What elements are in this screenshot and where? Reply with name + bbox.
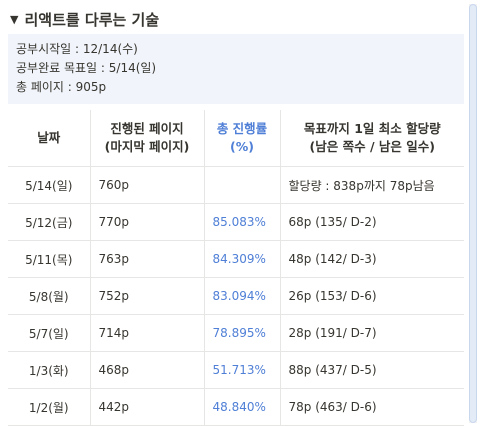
progress-cell[interactable]: [204, 166, 281, 204]
date-cell[interactable]: 5/12(금): [8, 203, 91, 241]
progress-cell[interactable]: 48.840%: [204, 388, 281, 426]
table-header-row: 날짜 진행된 페이지 (마지막 페이지) 총 진행률 (%) 목표까지 1일 최…: [8, 110, 464, 167]
progress-cell[interactable]: 85.083%: [204, 203, 281, 241]
table-row[interactable]: 1/2(월) 442p 48.840% 78p (463/ D-6): [8, 388, 464, 426]
toggle-title: 리액트를 다루는 기술: [24, 10, 160, 29]
toggle-triangle-icon[interactable]: ▼: [10, 12, 19, 26]
quota-cell[interactable]: 68p (135/ D-2): [280, 203, 464, 241]
pages-cell[interactable]: 752p: [90, 277, 205, 315]
table-row[interactable]: 5/11(목) 763p 84.309% 48p (142/ D-3): [8, 240, 464, 278]
date-cell[interactable]: 1/3(화): [8, 351, 91, 389]
pages-cell[interactable]: 442p: [90, 388, 205, 426]
start-date-line: 공부시작일 : 12/14(수): [16, 42, 138, 56]
info-callout: 공부시작일 : 12/14(수) 공부완료 목표일 : 5/14(일) 총 페이…: [8, 34, 464, 104]
date-cell[interactable]: 5/8(월): [8, 277, 91, 315]
progress-cell[interactable]: 83.094%: [204, 277, 281, 315]
table-row[interactable]: 5/8(월) 752p 83.094% 26p (153/ D-6): [8, 277, 464, 315]
vertical-scrollbar[interactable]: [469, 4, 477, 423]
pages-cell[interactable]: 760p: [90, 166, 205, 204]
scrollbar-thumb[interactable]: [469, 4, 477, 423]
quota-cell[interactable]: 78p (463/ D-6): [280, 388, 464, 426]
target-date-line: 공부완료 목표일 : 5/14(일): [16, 61, 157, 75]
progress-table: 날짜 진행된 페이지 (마지막 페이지) 총 진행률 (%) 목표까지 1일 최…: [8, 110, 464, 426]
header-daily-quota: 목표까지 1일 최소 할당량 (남은 쪽수 / 남은 일수): [280, 110, 464, 167]
header-date: 날짜: [8, 110, 91, 167]
pages-cell[interactable]: 714p: [90, 314, 205, 352]
pages-cell[interactable]: 763p: [90, 240, 205, 278]
pages-cell[interactable]: 468p: [90, 351, 205, 389]
quota-cell[interactable]: 88p (437/ D-5): [280, 351, 464, 389]
date-cell[interactable]: 5/7(일): [8, 314, 91, 352]
quota-cell[interactable]: 48p (142/ D-3): [280, 240, 464, 278]
table-row[interactable]: 5/12(금) 770p 85.083% 68p (135/ D-2): [8, 203, 464, 241]
table-row[interactable]: 5/14(일) 760p 할당량 : 838p까지 78p남음: [8, 166, 464, 204]
header-pages-done: 진행된 페이지 (마지막 페이지): [90, 110, 205, 167]
pages-cell[interactable]: 770p: [90, 203, 205, 241]
progress-cell[interactable]: 51.713%: [204, 351, 281, 389]
date-cell[interactable]: 5/11(목): [8, 240, 91, 278]
progress-cell[interactable]: 84.309%: [204, 240, 281, 278]
quota-cell[interactable]: 28p (191/ D-7): [280, 314, 464, 352]
date-cell[interactable]: 1/2(월): [8, 388, 91, 426]
table-row[interactable]: 5/7(일) 714p 78.895% 28p (191/ D-7): [8, 314, 464, 352]
toggle-block[interactable]: ▼ 리액트를 다루는 기술: [10, 6, 159, 32]
table-row[interactable]: 1/3(화) 468p 51.713% 88p (437/ D-5): [8, 351, 464, 389]
header-progress-rate: 총 진행률 (%): [204, 110, 281, 167]
progress-cell[interactable]: 78.895%: [204, 314, 281, 352]
quota-cell[interactable]: 26p (153/ D-6): [280, 277, 464, 315]
date-cell[interactable]: 5/14(일): [8, 166, 91, 204]
total-pages-line: 총 페이지 : 905p: [16, 80, 107, 94]
quota-cell[interactable]: 할당량 : 838p까지 78p남음: [280, 166, 464, 204]
